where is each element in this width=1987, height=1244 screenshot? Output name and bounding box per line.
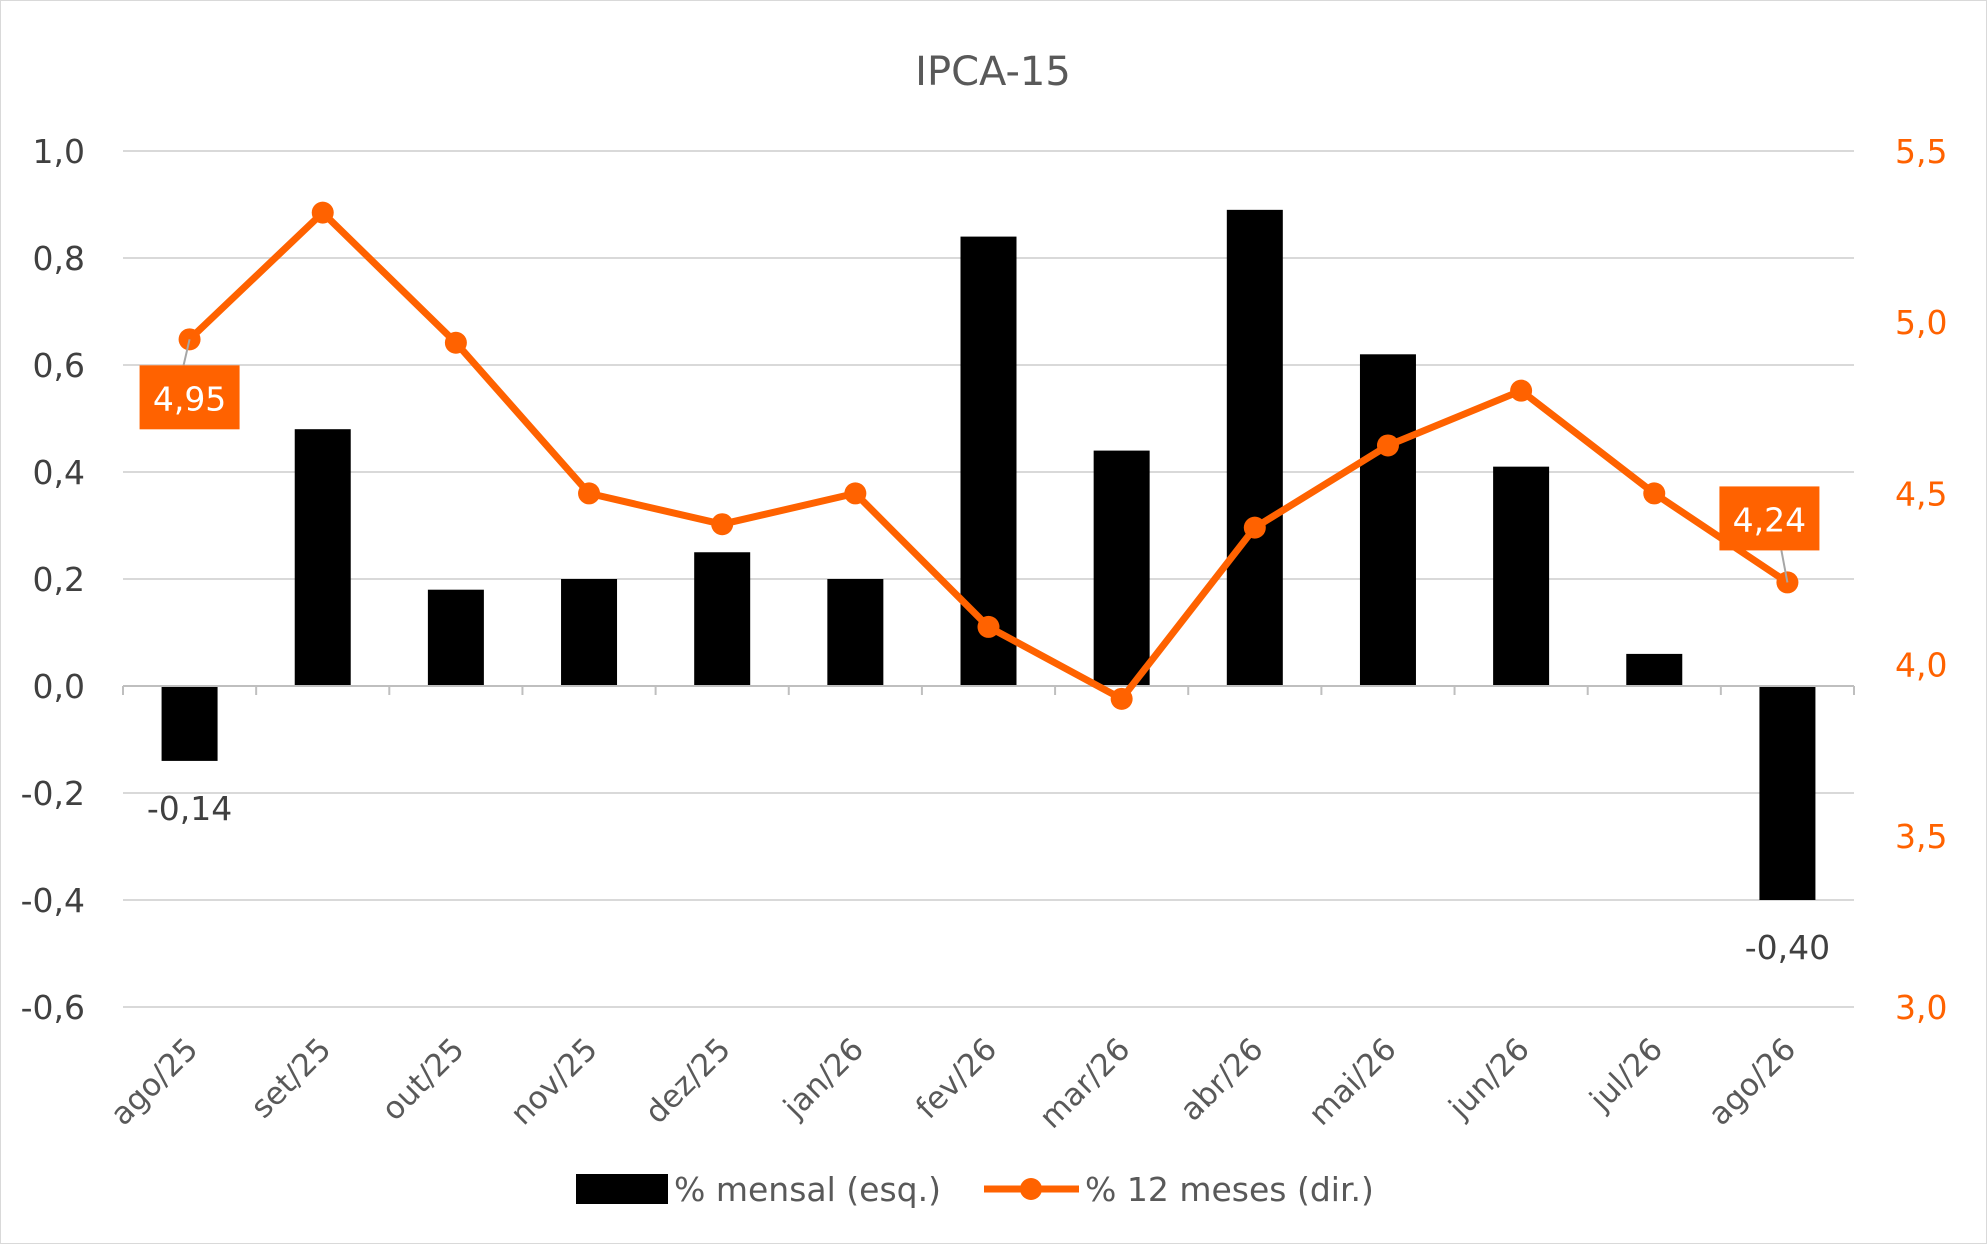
- left-y-tick-label: -0,6: [21, 988, 85, 1027]
- bar: [1759, 686, 1816, 900]
- line-data-label: 4,95: [153, 379, 226, 418]
- x-tick-label: jul/26: [1582, 1031, 1670, 1119]
- x-tick-label: fev/26: [909, 1031, 1004, 1126]
- x-tick-label: jun/26: [1441, 1031, 1536, 1126]
- left-y-tick-label: -0,4: [21, 881, 85, 920]
- line-marker: [1510, 379, 1533, 402]
- x-tick-label: dez/25: [638, 1031, 738, 1131]
- right-y-tick-label: 3,0: [1895, 988, 1947, 1027]
- legend-label-bars: % mensal (esq.): [674, 1170, 941, 1209]
- bar: [427, 589, 484, 686]
- line-data-label-box: [1719, 486, 1820, 551]
- bar-data-label: -0,14: [147, 789, 232, 828]
- x-tick-label: set/25: [244, 1031, 338, 1125]
- right-y-tick-label: 4,5: [1895, 474, 1947, 513]
- legend: % mensal (esq.) % 12 meses (dir.): [576, 1170, 1374, 1209]
- left-y-tick-label: 0,2: [33, 560, 85, 599]
- line-data-label-box: [139, 365, 240, 430]
- bar: [161, 686, 218, 761]
- line-data-label: 4,24: [1733, 500, 1806, 539]
- chart-title: IPCA-15: [915, 49, 1071, 95]
- x-axis: [122, 685, 1855, 695]
- left-y-tick-label: 0,0: [33, 667, 85, 706]
- x-tick-label: mar/26: [1033, 1031, 1138, 1136]
- x-tick-label: nov/25: [504, 1031, 605, 1132]
- right-y-tick-label: 4,0: [1895, 646, 1947, 685]
- x-tick-label: ago/25: [104, 1031, 205, 1132]
- left-y-tick-label: 0,8: [33, 239, 85, 278]
- left-y-tick-label: 0,6: [33, 346, 85, 385]
- right-y-axis: 3,0 3,5 4,0 4,5 5,0 5,5: [1895, 132, 1947, 1027]
- left-y-axis: -0,6 -0,4 -0,2 0,0 0,2 0,4 0,6 0,8 1,0: [21, 132, 85, 1027]
- bar: [294, 429, 351, 686]
- right-y-tick-label: 3,5: [1895, 817, 1947, 856]
- x-tick-label: abr/26: [1173, 1031, 1270, 1128]
- right-y-tick-label: 5,0: [1895, 303, 1947, 342]
- line-marker: [444, 331, 467, 354]
- x-tick-label: ago/26: [1702, 1031, 1803, 1132]
- bar-data-label: -0,40: [1745, 928, 1830, 967]
- left-y-tick-label: -0,2: [21, 774, 85, 813]
- bar: [561, 579, 618, 686]
- legend-label-line: % 12 meses (dir.): [1085, 1170, 1374, 1209]
- bar: [827, 579, 884, 686]
- bar: [1093, 450, 1150, 686]
- left-y-tick-label: 1,0: [33, 132, 85, 171]
- data-labels: -0,14 -0,40 4,95 4,24: [139, 365, 1830, 967]
- bar: [1226, 209, 1283, 686]
- line-marker: [711, 513, 734, 536]
- x-tick-label: out/25: [375, 1031, 472, 1128]
- line-marker: [1643, 482, 1666, 505]
- line-marker: [1243, 516, 1266, 539]
- line-marker: [578, 482, 601, 505]
- bar: [694, 552, 751, 686]
- label-leader-line: [182, 339, 191, 366]
- line-marker: [844, 482, 867, 505]
- bar: [1493, 466, 1550, 686]
- line-series: [178, 201, 1799, 710]
- line-marker: [1376, 434, 1399, 457]
- left-y-tick-label: 0,4: [33, 453, 85, 492]
- legend-marker-line: [1020, 1178, 1042, 1200]
- bar: [1359, 354, 1416, 686]
- right-y-tick-label: 5,5: [1895, 132, 1947, 171]
- line-marker: [311, 201, 334, 224]
- bar-series: [161, 209, 1816, 900]
- x-tick-labels: ago/25 set/25 out/25 nov/25 dez/25 jan/26 fev/…: [104, 1031, 1803, 1136]
- legend-swatch-bars: [576, 1174, 668, 1204]
- line-marker: [977, 615, 1000, 638]
- line-marker: [1110, 687, 1133, 710]
- x-tick-label: mai/26: [1302, 1031, 1404, 1133]
- bar: [1626, 653, 1683, 686]
- x-tick-label: jan/26: [776, 1031, 871, 1126]
- label-leader-line: [1780, 550, 1789, 583]
